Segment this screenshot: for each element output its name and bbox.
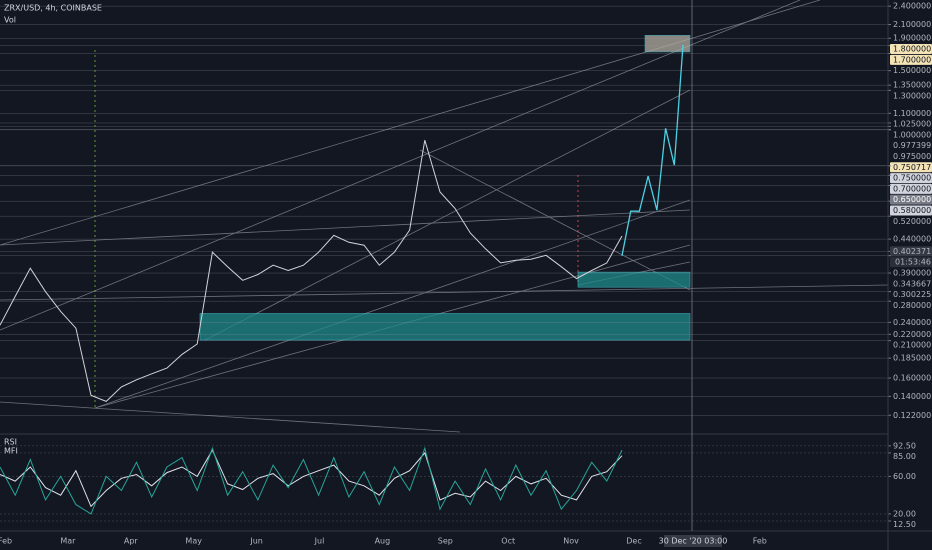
zone	[577, 271, 691, 288]
y-tick-label: 0.300225	[893, 290, 931, 299]
crosshair-label: 30 Dec '20 03:00	[659, 537, 728, 546]
x-tick-label: Aug	[375, 537, 391, 546]
x-tick-label: Dec	[626, 537, 641, 546]
y-tick-label: 0.220000	[893, 330, 931, 339]
zone	[644, 35, 691, 53]
y-tick-label: 1.300000	[893, 91, 931, 100]
tick-label-bg	[890, 183, 932, 194]
x-tick-label: Oct	[501, 537, 515, 546]
y-tick-label: 12.50	[893, 520, 916, 529]
y-tick-label: 1.800000	[893, 45, 931, 54]
y-tick-label: 0.650000	[893, 195, 931, 204]
y-tick-label: 0.210000	[893, 341, 931, 350]
x-tick-label: Mar	[60, 537, 76, 546]
y-tick-label: 85.00	[893, 452, 916, 461]
zone	[199, 313, 691, 341]
y-tick-label: 2.100000	[893, 20, 931, 29]
tick-label-bg	[890, 205, 932, 216]
crosshair-label-bg	[664, 535, 722, 547]
y-tick-label: 1.500000	[893, 66, 931, 75]
y-tick-label: 0.390000	[893, 268, 931, 277]
y-tick-label: 0.122000	[893, 411, 931, 420]
y-tick-label: 0.975000	[893, 152, 931, 161]
y-tick-label: 0.750717	[893, 163, 931, 172]
y-tick-label: 0.140000	[893, 392, 931, 401]
y-tick-label: 0.977399	[893, 141, 931, 150]
tick-label-bg	[890, 173, 932, 184]
trend-lines	[0, 0, 889, 433]
chart-title: ZRX/USD, 4h, COINBASE	[4, 4, 102, 13]
x-tick-label: Feb	[0, 537, 12, 546]
y-tick-label: 1.025000	[893, 120, 931, 129]
y-tick-label: 2.400000	[893, 2, 931, 11]
x-tick-label: Feb	[753, 537, 767, 546]
y-tick-label: 1.100000	[893, 109, 931, 118]
y-tick-label: 92.50	[893, 441, 916, 450]
y-tick-label: 0.280000	[893, 301, 931, 310]
legend-label: RSI	[4, 438, 17, 447]
price-panel: 2.400000 2.100000 1.900000 1.8000001.700000…	[0, 2, 932, 420]
y-tick-label: 0.750000	[893, 174, 931, 183]
x-tick-label: Jul	[314, 537, 325, 546]
tick-label-bg	[890, 54, 932, 65]
y-tick-label: 0.580000	[893, 206, 931, 215]
x-tick-label: Jun	[249, 537, 263, 546]
y-tick-label: 0.185000	[893, 354, 931, 363]
y-tick-label: 0.520000	[893, 217, 931, 226]
y-tick-label: 1.000000	[893, 130, 931, 139]
volume-label: Vol	[4, 16, 16, 25]
countdown-bg	[890, 257, 932, 268]
series-line	[621, 44, 684, 256]
tick-label-bg	[890, 246, 932, 257]
countdown: 01:53:46	[895, 258, 931, 267]
y-tick-label: 0.440000	[893, 235, 931, 244]
tick-label-bg	[890, 194, 932, 205]
y-tick-label: 60.00	[893, 472, 916, 481]
legend-label: MFI	[4, 447, 18, 456]
x-tick-label: Apr	[124, 537, 139, 546]
tick-label-bg	[890, 162, 932, 173]
tick-label-bg	[890, 44, 932, 55]
y-tick-label: 0.160000	[893, 374, 931, 383]
y-tick-label: 1.900000	[893, 34, 931, 43]
y-tick-label: 0.402371	[893, 247, 931, 256]
x-tick-label: Sep	[438, 537, 453, 546]
x-tick-label: Nov	[563, 537, 579, 546]
y-tick-label: 0.343667	[893, 279, 931, 288]
y-tick-label: 1.350000	[893, 81, 931, 90]
series-line	[0, 449, 623, 508]
y-tick-label: 0.240000	[893, 318, 931, 327]
y-tick-label: 0.700000	[893, 184, 931, 193]
y-tick-label: 20.00	[893, 509, 916, 518]
series-line	[0, 140, 623, 402]
x-tick-label: May	[185, 537, 202, 546]
y-tick-label: 1.700000	[893, 55, 931, 64]
series-line	[0, 446, 623, 515]
